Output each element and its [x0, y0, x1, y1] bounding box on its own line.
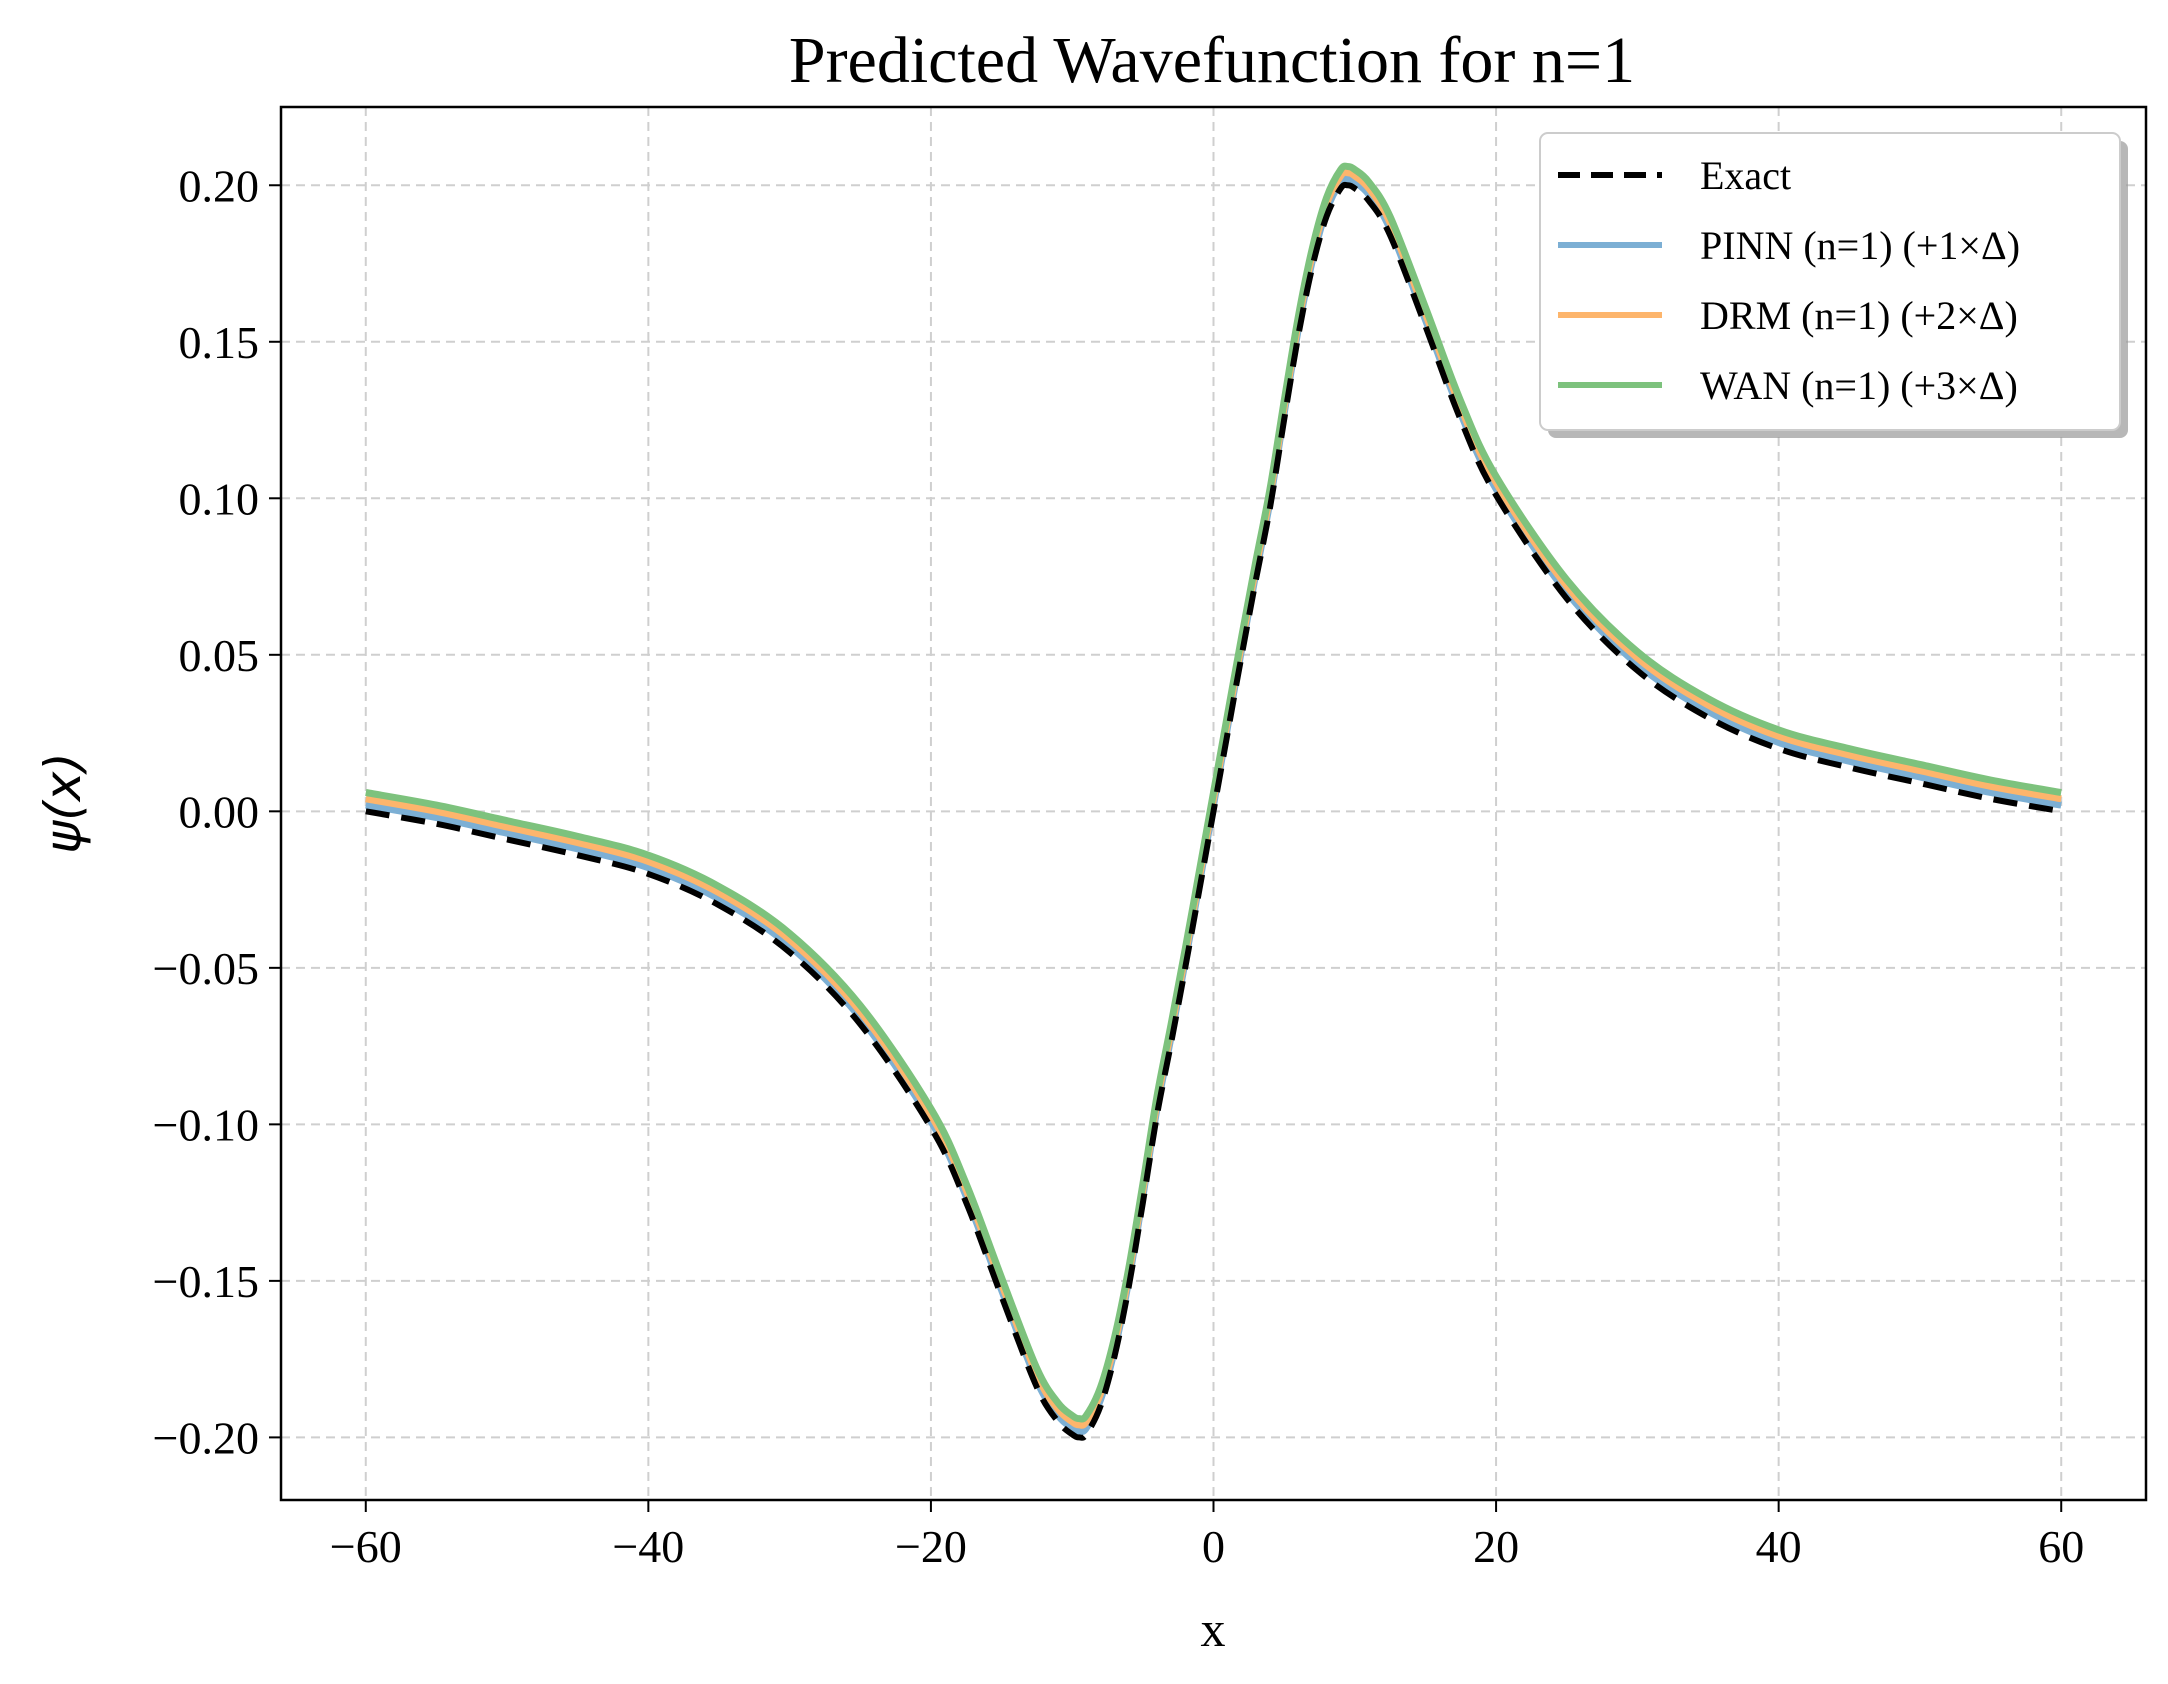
- y-tick-label: 0.10: [179, 473, 260, 524]
- series-layer: [365, 162, 2062, 1441]
- y-axis-label: ψ(x): [34, 752, 92, 854]
- y-tick-label: −0.15: [153, 1256, 259, 1307]
- x-tick-label: 60: [2038, 1521, 2084, 1572]
- series-wan-line: [365, 162, 2062, 1423]
- axis-ticks: −60 −40 −20 0 20 40 60 −0.20 −0.15 −0.10 −0.05 0.00…: [153, 160, 2085, 1572]
- y-tick-label: −0.05: [153, 943, 259, 994]
- x-axis-label: x: [1201, 1601, 1226, 1657]
- legend-item-drm: DRM (n=1) (+2×Δ): [1558, 293, 2018, 338]
- x-tick-label: 20: [1473, 1521, 1519, 1572]
- legend-label: Exact: [1700, 153, 1791, 198]
- grid: [281, 107, 2146, 1500]
- y-tick-label: 0.00: [179, 786, 260, 837]
- x-tick-label: 0: [1202, 1521, 1225, 1572]
- chart-title: Predicted Wavefunction for n=1: [789, 24, 1635, 97]
- legend: Exact PINN (n=1) (+1×Δ) DRM (n=1) (+2×Δ) WA…: [1539, 132, 2128, 438]
- y-tick-label: 0.15: [179, 317, 260, 368]
- legend-item-exact: Exact: [1558, 153, 1791, 198]
- x-tick-label: −40: [612, 1521, 684, 1572]
- legend-item-pinn: PINN (n=1) (+1×Δ): [1558, 223, 2020, 268]
- legend-label: DRM (n=1) (+2×Δ): [1700, 293, 2018, 338]
- y-tick-label: 0.20: [179, 160, 260, 211]
- legend-label: WAN (n=1) (+3×Δ): [1700, 363, 2018, 408]
- x-tick-label: −60: [330, 1521, 402, 1572]
- x-tick-label: 40: [1756, 1521, 1802, 1572]
- legend-box: [1539, 132, 2121, 431]
- x-tick-label: −20: [895, 1521, 967, 1572]
- y-tick-label: −0.10: [153, 1099, 259, 1150]
- legend-item-wan: WAN (n=1) (+3×Δ): [1558, 363, 2018, 408]
- y-tick-label: 0.05: [179, 630, 260, 681]
- y-tick-label: −0.20: [153, 1412, 259, 1463]
- legend-label: PINN (n=1) (+1×Δ): [1700, 223, 2020, 268]
- series-exact-line: [365, 181, 2062, 1441]
